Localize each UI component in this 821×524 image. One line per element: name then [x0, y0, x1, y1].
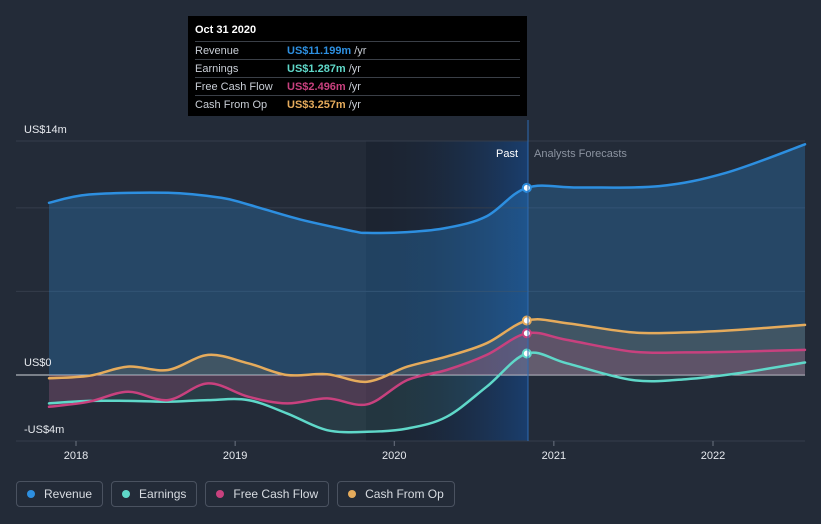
tooltip-row-unit: /yr	[348, 62, 361, 75]
earnings-marker[interactable]	[521, 348, 532, 359]
tooltip-row-name: Cash From Op	[195, 98, 268, 111]
fcf-area	[49, 332, 805, 407]
tooltip-row-unit: /yr	[348, 80, 361, 93]
tooltip-row: Free Cash Flow US$2.496m/yr	[195, 77, 520, 95]
x-tick-label: 2018	[64, 450, 88, 462]
revenue-marker[interactable]	[521, 182, 532, 193]
legend-label: Free Cash Flow	[233, 487, 319, 501]
earnings-area	[49, 352, 805, 433]
tooltip-row: Cash From Op US$3.257m/yr	[195, 95, 520, 113]
tooltip-row: Earnings US$1.287m/yr	[195, 59, 520, 77]
x-tick-label: 2021	[542, 450, 566, 462]
legend-item-cash-from-op[interactable]: Cash From Op	[337, 481, 455, 507]
tooltip-row-name: Free Cash Flow	[195, 80, 273, 93]
x-tick-label: 2020	[382, 450, 406, 462]
data-tooltip: Oct 31 2020 Revenue US$11.199m/yr Earnings…	[188, 16, 527, 116]
fcf-line	[47, 331, 807, 409]
cfo-marker[interactable]	[521, 315, 532, 326]
y-tick-zero: US$0	[24, 357, 52, 369]
region-label-forecast: Analysts Forecasts	[534, 148, 627, 160]
legend-label: Cash From Op	[365, 487, 444, 501]
fcf-marker[interactable]	[521, 328, 532, 339]
legend-label: Revenue	[44, 487, 93, 501]
tooltip-row-value: US$2.496m	[287, 80, 346, 93]
tooltip-row-unit: /yr	[348, 98, 361, 111]
tooltip-row-unit: /yr	[354, 44, 367, 57]
cfo-line	[47, 318, 807, 384]
x-tick-label: 2022	[701, 450, 725, 462]
legend-dot-icon	[216, 490, 225, 498]
legend-dot-icon	[122, 490, 131, 498]
region-label-past: Past	[496, 148, 518, 160]
x-tick-label: 2019	[223, 450, 247, 462]
legend-item-revenue[interactable]: Revenue	[16, 481, 104, 507]
legend-label: Earnings	[139, 487, 187, 501]
chart-legend: Revenue Earnings Free Cash Flow Cash From O…	[16, 481, 455, 507]
y-tick-bottom: -US$4m	[24, 424, 64, 436]
tooltip-row-name: Revenue	[195, 44, 240, 57]
tooltip-row-value: US$1.287m	[287, 62, 346, 75]
tooltip-row-name: Earnings	[195, 62, 239, 75]
tooltip-date: Oct 31 2020	[195, 24, 257, 36]
legend-dot-icon	[348, 490, 357, 498]
legend-dot-icon	[27, 490, 35, 498]
legend-item-earnings[interactable]: Earnings	[111, 481, 198, 507]
revenue-line	[47, 143, 807, 235]
legend-item-free-cash-flow[interactable]: Free Cash Flow	[205, 481, 330, 507]
tooltip-row: Revenue US$11.199m/yr	[195, 41, 520, 59]
earnings-line	[47, 351, 807, 434]
y-tick-top: US$14m	[24, 124, 67, 136]
cfo-area	[49, 319, 805, 382]
tooltip-row-value: US$11.199m	[287, 44, 352, 57]
tooltip-row-value: US$3.257m	[287, 98, 346, 111]
